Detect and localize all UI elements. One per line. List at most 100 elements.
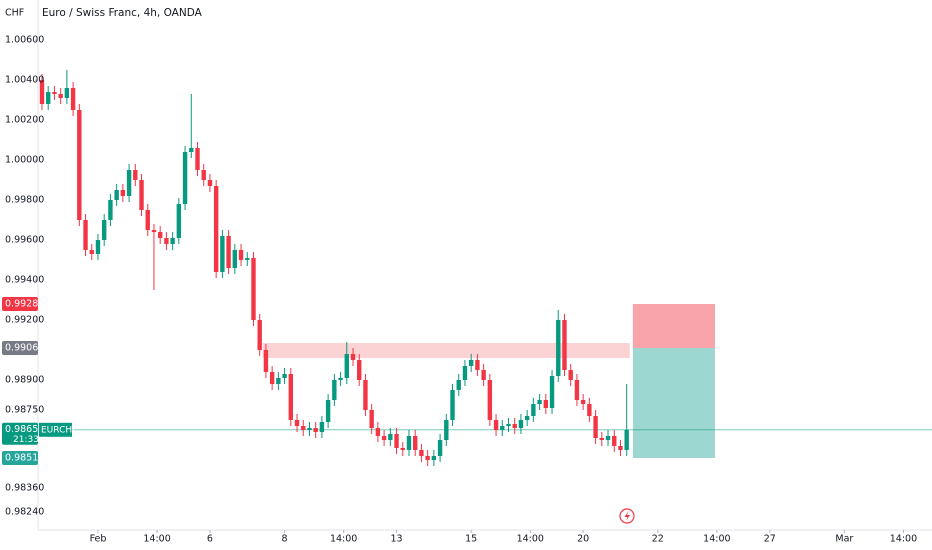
- candle-body: [512, 424, 517, 428]
- candle-body: [64, 88, 70, 98]
- candle-body: [245, 258, 250, 260]
- candle-body: [164, 238, 169, 244]
- candle-body: [133, 170, 138, 180]
- candle-body: [46, 92, 51, 104]
- x-tick-label: 13: [390, 534, 402, 545]
- x-tick-label: 27: [764, 534, 776, 545]
- candle-body: [332, 380, 337, 400]
- candle-body: [556, 320, 561, 376]
- symbol-tag-bg: [39, 422, 72, 437]
- candle-body: [406, 436, 412, 450]
- candle-body: [307, 428, 312, 430]
- candle-body: [282, 374, 287, 378]
- candle-body: [394, 434, 399, 448]
- candle-body: [624, 429, 629, 450]
- y-tick-label: 0.98750: [5, 405, 44, 416]
- candle-body: [456, 380, 461, 390]
- candle-body: [108, 200, 113, 220]
- stop-area: [632, 304, 716, 348]
- x-tick-label: 22: [652, 534, 664, 545]
- candle-body: [189, 148, 194, 152]
- candle-body: [350, 354, 356, 360]
- y-tick-label: 0.98900: [5, 375, 44, 386]
- candle-body: [381, 436, 387, 440]
- candle-body: [468, 360, 474, 366]
- candle-body: [95, 240, 101, 254]
- candle-body: [462, 366, 468, 380]
- candle-body: [618, 446, 623, 450]
- y-tick-label: 1.00000: [5, 155, 44, 166]
- entry-price-tag-bg: [2, 341, 38, 355]
- candle-body: [357, 360, 362, 380]
- candle-body: [201, 170, 206, 180]
- candle-body: [338, 378, 343, 380]
- candle-body: [605, 436, 611, 440]
- candle-body: [388, 434, 393, 440]
- x-tick-label: 6: [207, 534, 213, 545]
- candle-body: [437, 440, 443, 456]
- candle-body: [425, 456, 430, 460]
- candle-body: [251, 258, 256, 320]
- y-tick-label: 0.99400: [5, 275, 44, 286]
- candle-body: [120, 190, 126, 196]
- plot-area: [38, 70, 932, 466]
- candle-body: [549, 376, 555, 408]
- candle-body: [170, 238, 175, 244]
- candle-body: [269, 372, 275, 384]
- candle-body: [126, 170, 132, 196]
- candle-body: [313, 428, 318, 432]
- candle-body: [39, 80, 45, 104]
- candle-body: [114, 190, 119, 200]
- candle-body: [450, 390, 455, 420]
- candle-body: [70, 88, 76, 110]
- candle-body: [52, 92, 57, 94]
- resistance-zone: [262, 343, 630, 358]
- candle-body: [493, 420, 499, 430]
- candle-body: [431, 456, 437, 460]
- candle-body: [599, 438, 604, 440]
- candle-body: [587, 404, 592, 416]
- x-tick-label: Mar: [835, 534, 853, 545]
- x-tick-label: 14:00: [330, 534, 357, 545]
- candle-body: [568, 370, 573, 380]
- candle-body: [419, 450, 424, 456]
- entry-price-tag: 0.99060: [5, 343, 44, 354]
- candle-body: [612, 436, 617, 446]
- candle-body: [83, 220, 88, 250]
- candle-body: [531, 404, 536, 416]
- candle-body: [444, 420, 449, 440]
- chart-title: Euro / Swiss Franc, 4h, OANDA: [42, 7, 203, 19]
- candle-body: [580, 400, 586, 404]
- x-tick-label: Feb: [90, 534, 107, 545]
- candle-body: [593, 416, 598, 438]
- x-tick-label: 14:00: [517, 534, 544, 545]
- stop-price-tag-bg: [2, 297, 38, 311]
- candle-body: [182, 152, 188, 204]
- candle-body: [263, 350, 269, 372]
- alert-icon[interactable]: [619, 508, 635, 524]
- candle-body: [375, 428, 381, 436]
- candle-body: [363, 380, 368, 410]
- x-tick-label: 14:00: [703, 534, 730, 545]
- candle-body: [213, 186, 219, 272]
- x-tick-label: 14:00: [890, 534, 917, 545]
- candle-body: [58, 94, 63, 98]
- candle-body: [232, 250, 238, 268]
- y-tick-label: 0.99600: [5, 235, 44, 246]
- x-tick-label: 20: [577, 534, 589, 545]
- x-tick-label: 8: [282, 534, 288, 545]
- candle-body: [220, 236, 225, 272]
- candle-body: [157, 232, 163, 238]
- target-area: [632, 348, 716, 458]
- candle-body: [102, 220, 107, 240]
- candle-body: [294, 420, 300, 426]
- last-price-bg: [2, 422, 38, 445]
- candle-body: [257, 320, 262, 350]
- candle-body: [288, 374, 293, 420]
- x-tick-label: 15: [465, 534, 477, 545]
- target-price-tag-bg: [2, 451, 38, 465]
- candle-body: [77, 110, 82, 220]
- candle-body: [325, 400, 331, 422]
- currency-label: CHF: [5, 8, 24, 19]
